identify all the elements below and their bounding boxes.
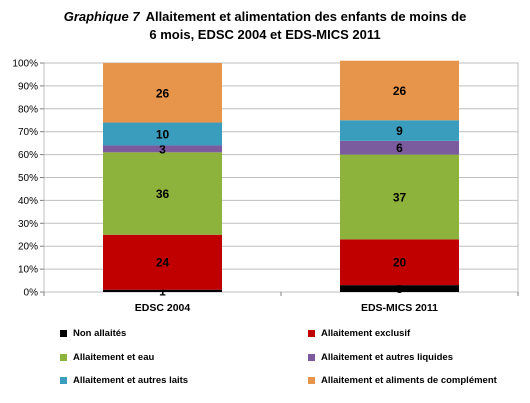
- y-tick-label: 30%: [18, 219, 38, 230]
- bar-segment: [340, 239, 459, 286]
- bar-segment: [340, 60, 459, 121]
- chart-title-line2: 6 mois, EDSC 2004 et EDS-MICS 2011: [149, 27, 381, 42]
- bar-segment: [103, 289, 222, 292]
- y-tick-label: 40%: [18, 196, 38, 207]
- y-tick-label: 60%: [18, 150, 38, 161]
- data-label: 10: [156, 127, 170, 141]
- y-tick-label: 20%: [18, 242, 38, 253]
- x-tick-label: EDS-MICS 2011: [361, 302, 438, 314]
- bar-segment: [103, 152, 222, 235]
- chart-title-lead: Graphique 7: [63, 9, 140, 24]
- y-tick-label: 10%: [18, 265, 38, 276]
- y-tick-label: 80%: [18, 104, 38, 115]
- bar-segment: [340, 285, 459, 292]
- data-label: 36: [156, 187, 170, 201]
- y-tick-label: 100%: [12, 59, 38, 70]
- bar-segment: [103, 145, 222, 153]
- bar-segment: [103, 234, 222, 290]
- data-label: 1: [159, 284, 166, 298]
- y-tick-label: 0%: [24, 288, 39, 299]
- data-label: 20: [393, 256, 407, 270]
- data-label: 3: [396, 282, 403, 296]
- data-label: 3: [159, 142, 166, 156]
- bar-segment: [103, 63, 222, 123]
- bar-segment: [340, 120, 459, 141]
- x-tick-label: EDSC 2004: [135, 302, 191, 314]
- data-label: 9: [396, 124, 403, 138]
- data-label: 6: [396, 141, 403, 155]
- bar-segment: [340, 140, 459, 155]
- data-label: 37: [393, 190, 407, 204]
- y-tick-label: 50%: [18, 173, 38, 184]
- data-label: 26: [393, 84, 407, 98]
- data-label: 26: [156, 86, 170, 100]
- chart-title-line1: Allaitement et alimentation des enfants …: [145, 9, 467, 24]
- data-label: 24: [156, 256, 170, 270]
- y-tick-label: 70%: [18, 127, 38, 138]
- chart-title: Graphique 7 Allaitement et alimentation d…: [0, 8, 530, 44]
- bar-segment: [103, 122, 222, 146]
- y-tick-label: 90%: [18, 81, 38, 92]
- bar-segment: [340, 154, 459, 240]
